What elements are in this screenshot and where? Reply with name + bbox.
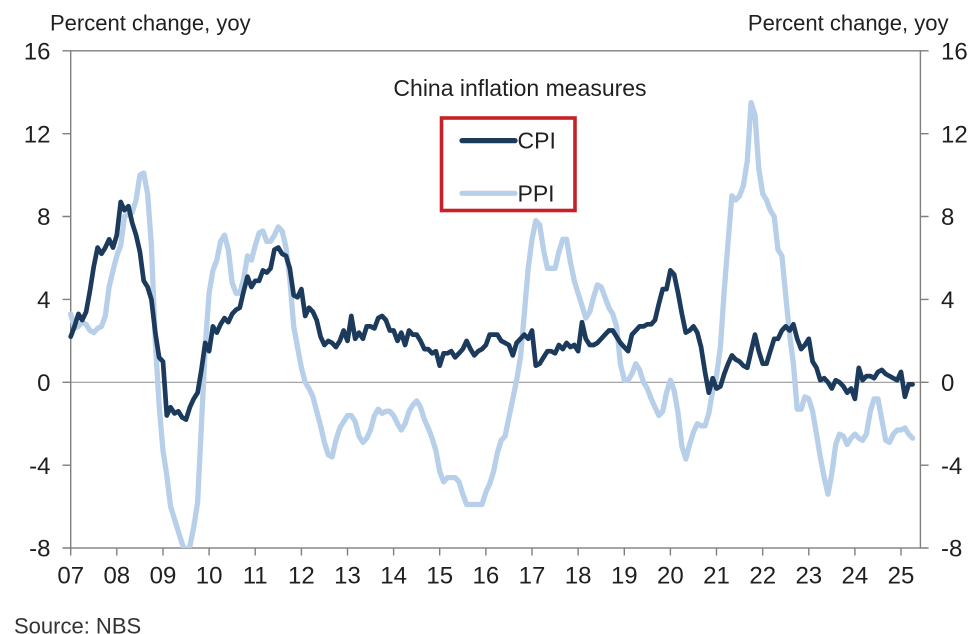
svg-text:23: 23 — [795, 563, 822, 590]
svg-text:CPI: CPI — [518, 128, 556, 154]
svg-text:19: 19 — [611, 563, 638, 590]
svg-text:-4: -4 — [29, 453, 50, 480]
svg-text:China inflation measures: China inflation measures — [393, 75, 646, 101]
svg-text:24: 24 — [842, 563, 869, 590]
svg-text:-8: -8 — [941, 536, 962, 563]
svg-text:-8: -8 — [29, 536, 50, 563]
svg-text:8: 8 — [941, 204, 954, 231]
svg-text:25: 25 — [888, 563, 915, 590]
svg-text:17: 17 — [519, 563, 546, 590]
svg-text:18: 18 — [565, 563, 592, 590]
svg-text:Percent change, yoy: Percent change, yoy — [50, 11, 251, 36]
svg-text:Percent change, yoy: Percent change, yoy — [748, 11, 949, 36]
svg-text:12: 12 — [941, 121, 968, 148]
svg-text:0: 0 — [941, 370, 954, 397]
svg-text:0: 0 — [37, 370, 50, 397]
svg-text:09: 09 — [150, 563, 177, 590]
svg-text:PPI: PPI — [518, 181, 555, 207]
svg-text:4: 4 — [941, 287, 954, 314]
svg-text:12: 12 — [24, 121, 51, 148]
svg-text:10: 10 — [196, 563, 223, 590]
svg-text:22: 22 — [749, 563, 776, 590]
svg-text:11: 11 — [243, 563, 268, 590]
svg-text:07: 07 — [57, 563, 84, 590]
svg-text:4: 4 — [37, 287, 50, 314]
svg-text:15: 15 — [426, 563, 453, 590]
svg-text:16: 16 — [941, 38, 968, 65]
svg-text:8: 8 — [37, 204, 50, 231]
svg-text:13: 13 — [334, 563, 361, 590]
svg-text:Source: NBS: Source: NBS — [14, 613, 141, 634]
svg-text:21: 21 — [703, 563, 730, 590]
svg-text:16: 16 — [473, 563, 500, 590]
svg-text:12: 12 — [288, 563, 315, 590]
svg-text:16: 16 — [24, 38, 51, 65]
svg-text:08: 08 — [103, 563, 130, 590]
svg-text:20: 20 — [657, 563, 684, 590]
svg-text:14: 14 — [380, 563, 407, 590]
svg-text:-4: -4 — [941, 453, 962, 480]
